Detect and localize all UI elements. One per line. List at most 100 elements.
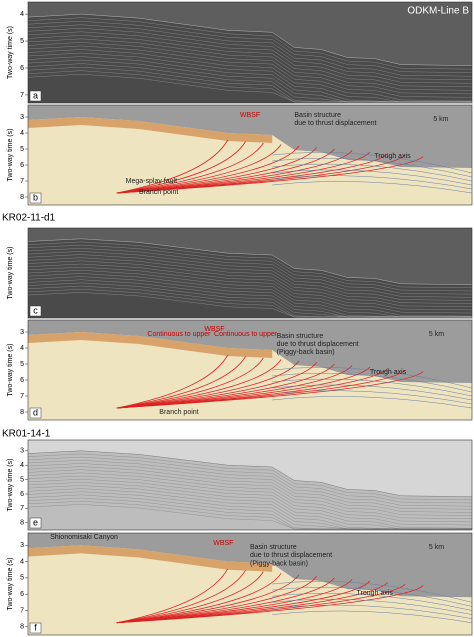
y-tick-label: 7 — [20, 393, 24, 400]
horizon — [272, 367, 473, 389]
y-tick-label: 5 — [20, 146, 24, 153]
reflector — [27, 74, 472, 103]
horizon — [272, 604, 473, 619]
thrust-fault — [116, 574, 300, 624]
reflector — [27, 35, 473, 88]
reflector — [27, 276, 472, 318]
letter-box — [29, 305, 42, 317]
annotation: WBSF — [240, 112, 260, 119]
seismic-body — [28, 450, 472, 530]
reflector — [27, 31, 473, 84]
line-name: ODKM-Line B — [407, 6, 469, 17]
horizon — [272, 610, 473, 624]
slope-cover — [28, 332, 273, 358]
thrust-fault — [116, 573, 282, 624]
panel-letter: b — [33, 192, 38, 202]
panel-letter: a — [33, 90, 38, 100]
line-name: KR02-11-d1 — [2, 213, 56, 224]
annotation: WBSF — [213, 540, 233, 547]
thrust-fault — [116, 576, 317, 624]
reflector — [27, 241, 473, 289]
thrust-fault — [116, 577, 335, 624]
reflector — [27, 266, 473, 314]
panel-letter: c — [33, 305, 38, 315]
horizon — [272, 157, 473, 178]
horizon — [272, 581, 473, 603]
horizon — [272, 396, 473, 409]
sediment — [28, 545, 472, 635]
y-tick-label: 7 — [20, 92, 24, 99]
reflector — [27, 244, 473, 292]
panel-frame — [27, 532, 473, 636]
thrust-fault — [116, 568, 229, 624]
y-tick-label: 5 — [20, 476, 24, 483]
slope-cover — [28, 117, 273, 143]
horizon — [272, 598, 473, 615]
reflector — [27, 453, 473, 501]
reflector — [27, 292, 472, 318]
horizon — [272, 390, 473, 405]
horizon — [272, 163, 473, 182]
y-tick-label: 3 — [20, 448, 24, 455]
reflector — [27, 24, 473, 77]
panel-frame — [27, 319, 473, 421]
thrust-fault — [116, 144, 282, 194]
y-tick-label: 3 — [20, 542, 24, 549]
reflector — [27, 273, 472, 318]
y-tick-label: 7 — [20, 607, 24, 614]
annotation: Basin structure — [250, 544, 297, 551]
annotation: due to thrust displacement — [277, 341, 359, 348]
reflector — [27, 466, 473, 513]
y-tick-label: 4 — [20, 462, 24, 469]
thrust-fault — [116, 156, 424, 194]
letter-box — [29, 622, 42, 634]
slope-cover — [28, 545, 273, 572]
annotation: Mega-splay fault — [126, 178, 177, 185]
reflector — [27, 56, 472, 103]
panel: c Two-way time (s) KR02-11-d1 — [2, 213, 473, 319]
annotation: 5 km — [429, 331, 444, 338]
annotation: due to thrust displacement — [294, 120, 376, 127]
reflector — [27, 251, 473, 298]
y-tick-label: 3 — [20, 329, 24, 336]
axis-label: Two-way time (s) — [7, 129, 14, 182]
y-tick-label: 8 — [20, 624, 24, 631]
reflector — [27, 263, 473, 311]
reflector — [27, 38, 473, 91]
reflector — [27, 482, 473, 529]
y-tick-label: 5 — [20, 38, 24, 45]
reflector — [27, 478, 473, 526]
panel: b Two-way time (s) 3 4 5 6 7 8 WBSF Basin structu… — [7, 104, 473, 206]
reflector — [27, 270, 473, 317]
thrust-fault — [116, 359, 282, 409]
annotation: Branch point — [159, 409, 198, 416]
reflector — [27, 45, 473, 98]
reflector — [27, 260, 473, 307]
annotation: Basin structure — [294, 112, 341, 119]
reflector — [27, 49, 473, 102]
panel: e Two-way time (s) 3 4 5 6 7 8 KR01-14-1 — [2, 429, 473, 531]
horizon — [272, 372, 473, 393]
reflector — [27, 456, 473, 504]
axis-label: Two-way time (s) — [7, 26, 14, 79]
horizon — [272, 175, 473, 190]
reflector — [27, 257, 473, 304]
thrust-fault — [116, 148, 335, 194]
reflector — [27, 463, 473, 510]
reflector — [27, 28, 473, 80]
thrust-fault — [116, 585, 424, 624]
thrust-fault — [116, 147, 317, 194]
annotation: (Piggy-back basin) — [250, 560, 308, 567]
reflector — [27, 504, 472, 530]
reflector — [27, 52, 472, 103]
annotation: 5 km — [433, 116, 448, 123]
annotation: Trough axis — [370, 369, 407, 376]
thrust-fault — [116, 139, 229, 194]
reflector — [27, 254, 473, 301]
letter-box — [29, 192, 42, 204]
y-tick-label: 3 — [20, 114, 24, 121]
panel: a Two-way time (s) 4 5 6 7 ODKM-Line B — [7, 1, 473, 104]
y-tick-label: 8 — [20, 409, 24, 416]
